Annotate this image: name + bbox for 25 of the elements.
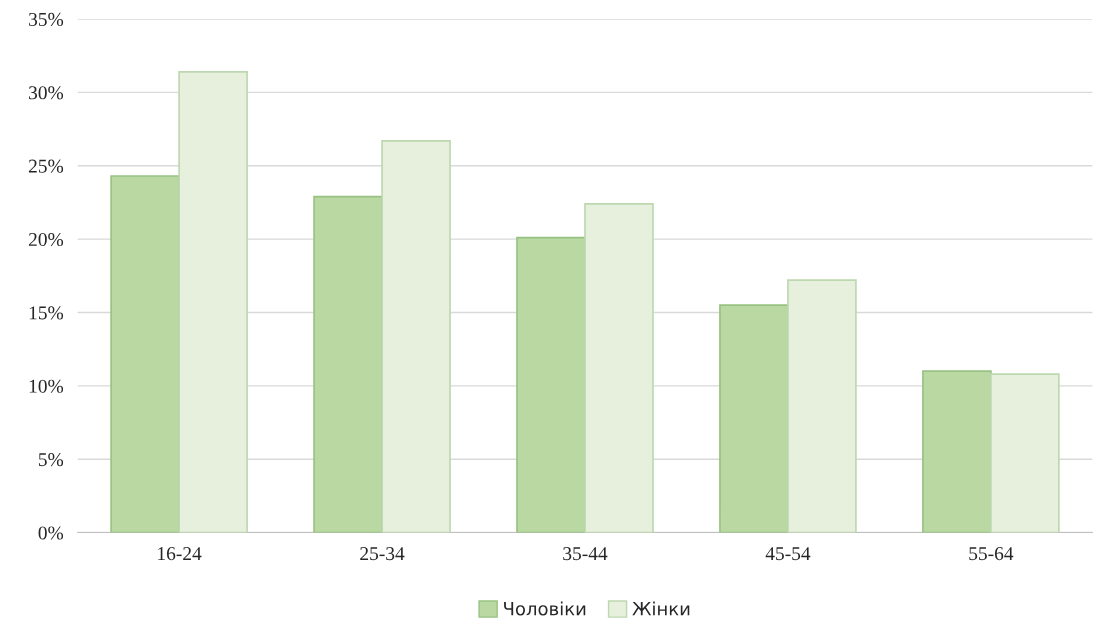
y-tick-label: 35% — [29, 12, 64, 27]
bar — [178, 71, 248, 533]
x-tick-label: 16-24 — [158, 547, 202, 561]
legend-label: Чоловіки — [504, 601, 586, 616]
y-tick-label: 10% — [29, 379, 64, 393]
bar — [584, 203, 654, 533]
y-tick-label: 0% — [38, 526, 64, 540]
y-tick-label: 15% — [29, 306, 64, 320]
y-tick-label: 20% — [28, 232, 64, 247]
bar — [110, 175, 180, 533]
y-tick-label: 30% — [29, 86, 64, 100]
bar — [990, 373, 1060, 533]
bar — [719, 304, 789, 533]
bar — [313, 195, 383, 533]
bar — [516, 236, 586, 533]
x-tick-label: 55-64 — [969, 547, 1014, 561]
y-tick-label: 25% — [28, 159, 64, 173]
y-tick-label: 5% — [38, 453, 64, 467]
x-tick-label: 25-34 — [360, 547, 405, 561]
legend-label: Жінки — [632, 601, 690, 616]
bar — [787, 279, 857, 533]
x-tick-label: 45-54 — [765, 547, 811, 561]
bar — [922, 370, 992, 533]
x-tick-label: 35-44 — [563, 547, 608, 561]
bar — [381, 139, 451, 533]
